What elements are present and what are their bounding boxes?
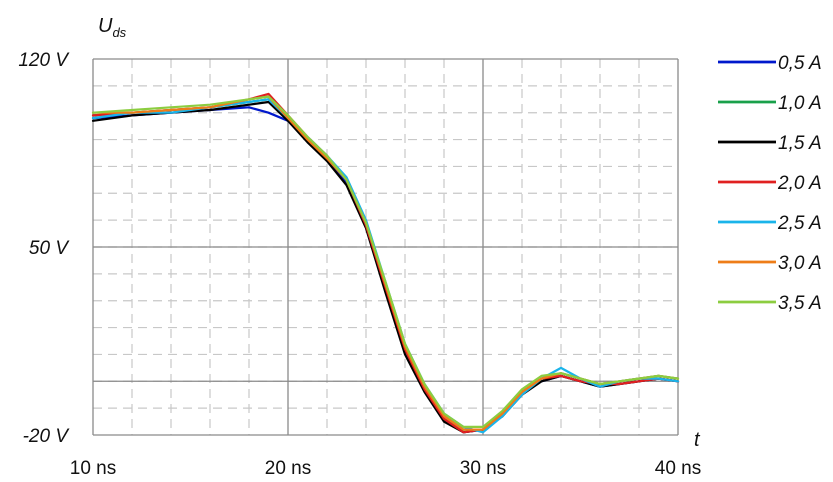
- legend-label: 0,5 A: [778, 53, 822, 74]
- legend-label: 1,5 A: [778, 133, 822, 154]
- series-line-5: [91, 95, 680, 431]
- chart-grid: [93, 58, 679, 435]
- legend-label: 3,5 A: [778, 293, 822, 314]
- x-tick-label: 20 ns: [265, 458, 311, 479]
- legend-label: 1,0 A: [778, 93, 822, 114]
- x-tick-label: 30 ns: [460, 458, 506, 479]
- y-axis-title: Uds: [98, 15, 127, 40]
- chart-tick-labels: 10 ns 20 ns 30 ns 40 ns 120 V 50 V -20 V: [18, 50, 701, 479]
- chart-legend: 0,5 A 1,0 A 1,5 A 2,0 A 2,5 A 3,0 A 3,5 A: [718, 53, 822, 314]
- y-tick-label: -20 V: [23, 426, 71, 447]
- y-tick-label: 120 V: [18, 50, 70, 71]
- series-line-1: [91, 98, 680, 431]
- legend-label: 2,0 A: [777, 173, 822, 194]
- y-axis-title-main: U: [98, 15, 113, 37]
- series-line-6: [91, 95, 680, 428]
- y-tick-label: 50 V: [29, 238, 70, 259]
- x-tick-label: 40 ns: [655, 458, 701, 479]
- legend-label: 2,5 A: [777, 213, 822, 234]
- legend-label: 3,0 A: [778, 253, 822, 274]
- chart-series: [91, 92, 680, 434]
- x-tick-label: 10 ns: [70, 458, 116, 479]
- y-axis-title-subscript: ds: [112, 25, 126, 40]
- x-axis-title: t: [694, 429, 701, 451]
